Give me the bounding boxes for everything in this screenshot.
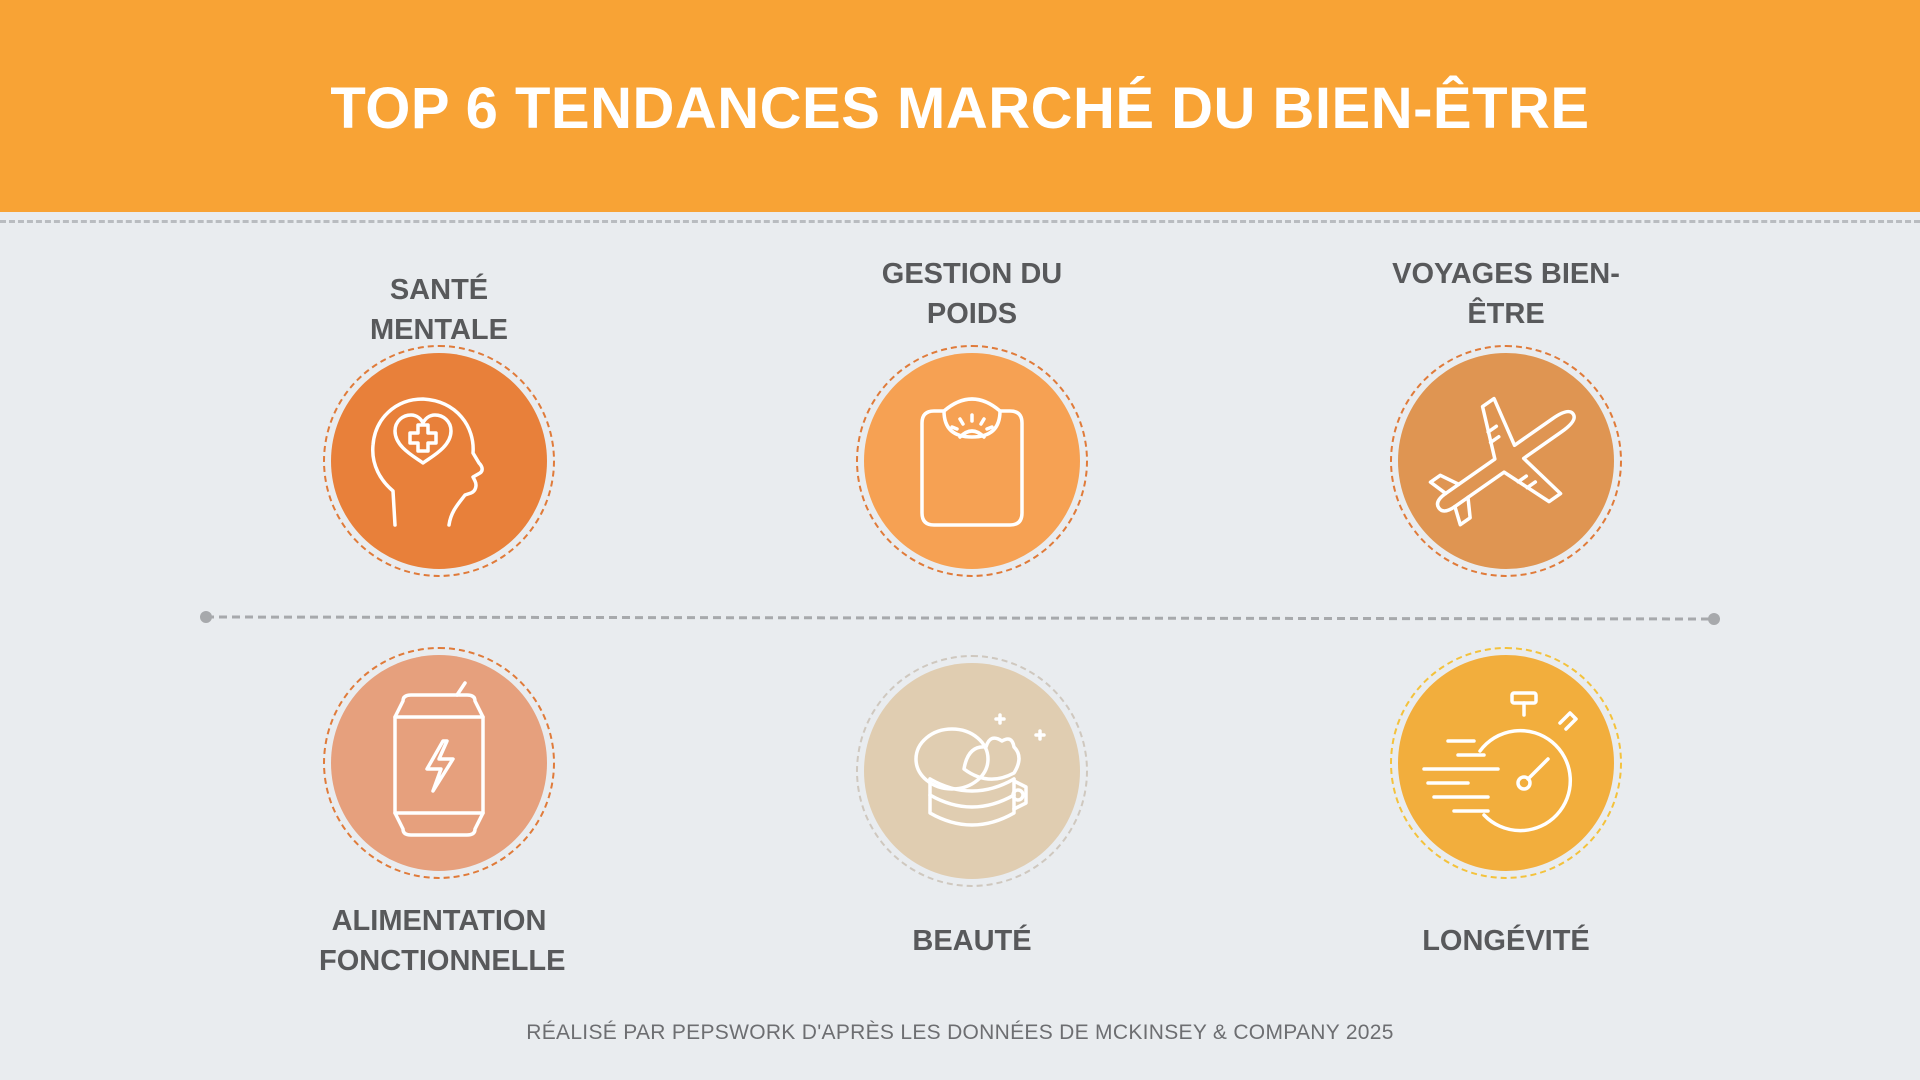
trend-icon-ring [856,655,1088,887]
source-footer: RÉALISÉ PAR PEPSWORK D'APRÈS LES DONNÉES… [526,1021,1394,1044]
trend-longevite: LONGÉVITÉ [1306,647,1706,977]
trend-label: LONGÉVITÉ [1422,925,1590,957]
trend-alimentation-fonctionnelle: ALIMENTATION FONCTIONNELLE [239,647,639,987]
trend-icon-ring [323,345,555,577]
trend-icon-ring [1390,647,1622,879]
trend-icon-ring [323,647,555,879]
trend-icon-disc [864,353,1080,569]
trend-icon-disc [331,655,547,871]
trend-gestion-poids: GESTION DU POIDS [772,254,1172,584]
page-title: TOP 6 TENDANCES MARCHÉ DU BIEN-ÊTRE [330,76,1590,141]
trend-label: BEAUTÉ [912,925,1032,957]
trend-icon-disc [1398,353,1614,569]
divider-end-dot-left [200,611,212,623]
row-divider [200,611,1720,625]
trend-icon-ring [856,345,1088,577]
mental-health-head-heart-icon [371,397,484,527]
trend-icon-disc [864,663,1080,879]
trend-icon-disc [1398,655,1614,871]
airplane-icon [1428,396,1576,527]
trend-icon-ring [1390,345,1622,577]
trend-beaute: BEAUTÉ [772,655,1172,975]
trend-label: VOYAGES BIEN-ÊTRE [1392,258,1620,330]
divider-end-dot-right [1708,613,1720,625]
trend-sante-mentale: SANTÉ MENTALE [239,262,639,592]
header-banner: TOP 6 TENDANCES MARCHÉ DU BIEN-ÊTRE [0,0,1920,212]
trend-voyages-bien-etre: VOYAGES BIEN-ÊTRE [1306,254,1706,584]
trend-label: ALIMENTATION FONCTIONNELLE [319,905,566,977]
cream-jar-icon [914,713,1046,827]
trend-icon-disc [331,353,547,569]
energy-drink-can-icon [393,681,485,837]
fast-stopwatch-icon [1422,691,1578,833]
header-divider [0,220,1920,223]
trend-label: GESTION DU POIDS [881,258,1063,330]
trend-label: SANTÉ MENTALE [369,274,508,346]
weighing-scale-icon [920,397,1024,527]
